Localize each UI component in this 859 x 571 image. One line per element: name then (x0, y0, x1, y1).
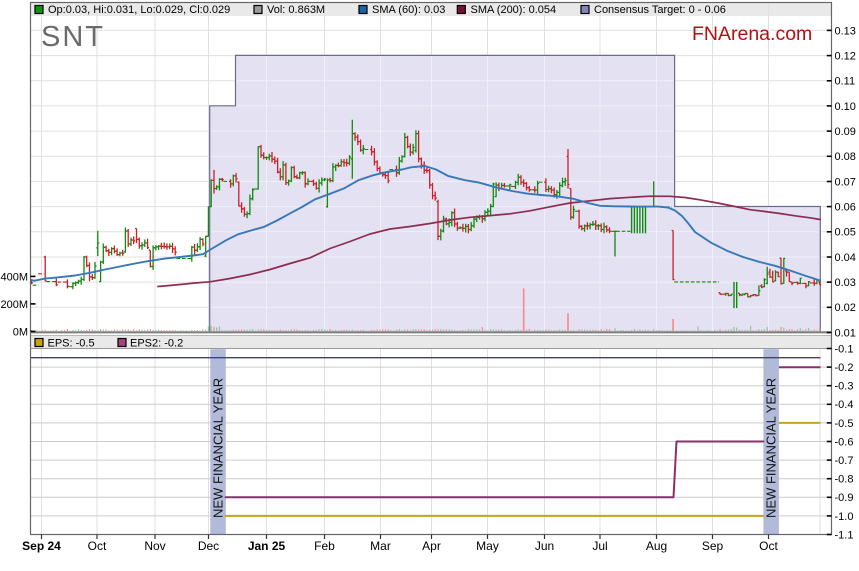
svg-text:Consensus Target: 0 - 0.06: Consensus Target: 0 - 0.06 (594, 4, 726, 16)
svg-text:Mar: Mar (370, 539, 391, 553)
svg-text:SNT: SNT (41, 21, 105, 53)
svg-text:Nov: Nov (144, 539, 165, 553)
svg-text:0.08: 0.08 (835, 151, 856, 163)
svg-text:-0.4: -0.4 (835, 399, 854, 411)
svg-text:Jun: Jun (535, 539, 554, 553)
svg-text:SMA (60): 0.03: SMA (60): 0.03 (372, 4, 445, 16)
svg-text:Aug: Aug (646, 539, 667, 553)
svg-text:EPS: -0.5: EPS: -0.5 (48, 337, 95, 349)
svg-text:EPS2: -0.2: EPS2: -0.2 (130, 337, 183, 349)
svg-text:Op:0.03, Hi:0.031, Lo:0.029, C: Op:0.03, Hi:0.031, Lo:0.029, Cl:0.029 (48, 4, 230, 16)
svg-text:-0.2: -0.2 (835, 362, 854, 374)
svg-text:0.12: 0.12 (835, 51, 856, 63)
svg-text:Dec: Dec (198, 539, 219, 553)
svg-text:Oct: Oct (759, 539, 778, 553)
svg-text:Jan 25: Jan 25 (248, 539, 286, 553)
svg-text:-0.9: -0.9 (835, 492, 854, 504)
svg-text:0.07: 0.07 (835, 176, 856, 188)
svg-text:-0.1: -0.1 (835, 343, 854, 355)
svg-text:Sep 24: Sep 24 (22, 539, 61, 553)
svg-text:0.02: 0.02 (835, 302, 856, 314)
svg-text:0.04: 0.04 (835, 252, 856, 264)
svg-text:0.05: 0.05 (835, 227, 856, 239)
svg-text:Sep: Sep (702, 539, 724, 553)
svg-text:Feb: Feb (314, 539, 335, 553)
svg-text:Vol: 0.863M: Vol: 0.863M (267, 4, 325, 16)
svg-text:SMA (200): 0.054: SMA (200): 0.054 (471, 4, 557, 16)
svg-text:0M: 0M (13, 326, 28, 338)
svg-text:0.11: 0.11 (835, 76, 856, 88)
svg-text:NEW FINANCIAL YEAR: NEW FINANCIAL YEAR (764, 378, 779, 518)
svg-text:-1.0: -1.0 (835, 511, 854, 523)
svg-text:Jul: Jul (592, 539, 607, 553)
svg-text:0.10: 0.10 (835, 101, 856, 113)
svg-text:-0.8: -0.8 (835, 474, 854, 486)
svg-text:400M: 400M (0, 271, 28, 283)
svg-text:FNArena.com: FNArena.com (692, 23, 812, 45)
svg-text:-0.5: -0.5 (835, 418, 854, 430)
svg-text:NEW FINANCIAL YEAR: NEW FINANCIAL YEAR (211, 378, 226, 518)
svg-text:0.06: 0.06 (835, 202, 856, 214)
svg-text:-0.6: -0.6 (835, 436, 854, 448)
svg-text:-0.7: -0.7 (835, 455, 854, 467)
svg-text:-1.1: -1.1 (835, 529, 854, 541)
svg-text:0.01: 0.01 (835, 327, 856, 339)
svg-text:0.13: 0.13 (835, 25, 856, 37)
svg-text:Oct: Oct (88, 539, 107, 553)
svg-text:0.03: 0.03 (835, 277, 856, 289)
svg-text:200M: 200M (0, 299, 28, 311)
svg-text:0.09: 0.09 (835, 126, 856, 138)
svg-text:Apr: Apr (422, 539, 441, 553)
svg-text:May: May (476, 539, 499, 553)
svg-text:-0.3: -0.3 (835, 381, 854, 393)
